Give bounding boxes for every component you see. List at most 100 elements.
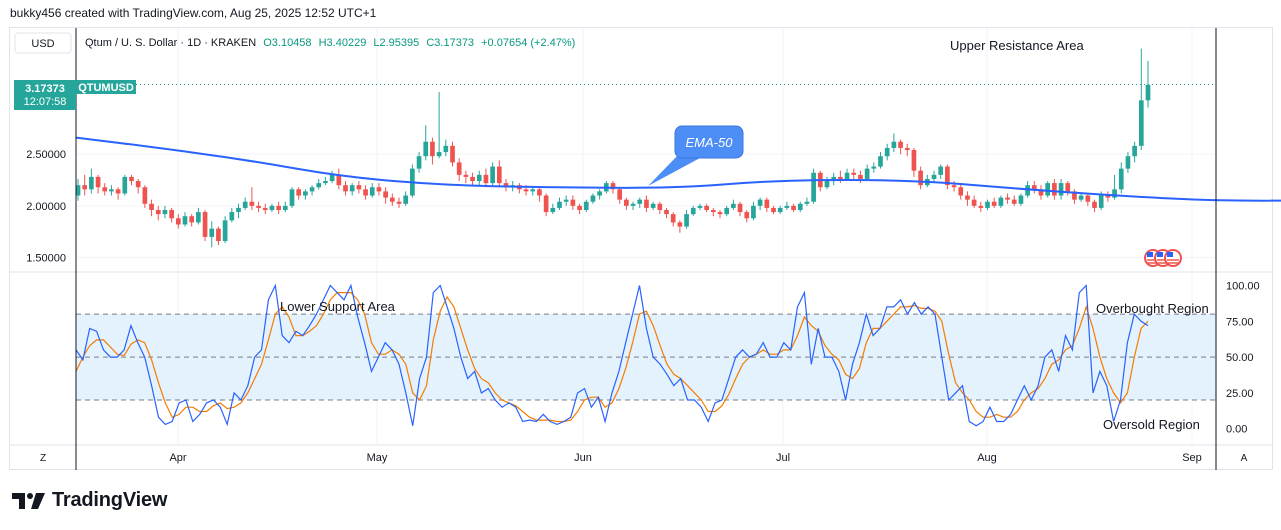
ohlc-open: O3.10458: [263, 37, 311, 49]
candle: [1038, 185, 1044, 200]
candle: [216, 226, 221, 246]
candle-body: [811, 172, 816, 202]
candle-body: [1118, 168, 1124, 190]
candle: [1045, 181, 1051, 198]
candle: [423, 125, 429, 161]
candle-body: [443, 145, 449, 153]
candle: [690, 205, 696, 217]
candle: [670, 212, 676, 227]
candle: [737, 201, 743, 217]
candle-body: [82, 185, 88, 190]
candle-body: [704, 205, 709, 210]
candle: [463, 170, 469, 184]
candle: [396, 197, 402, 208]
candle-body: [898, 141, 903, 148]
candlestick-series: [75, 48, 1151, 248]
time-tick-label: Jul: [776, 452, 790, 464]
stochastic-d-line: [75, 292, 1149, 423]
candle: [75, 178, 81, 201]
candle: [483, 168, 489, 188]
candle: [650, 201, 656, 210]
candle-body: [1132, 145, 1137, 157]
candle: [102, 183, 108, 196]
candle-body: [637, 199, 643, 204]
candle-body: [717, 212, 723, 215]
candle-body: [523, 189, 529, 192]
ohlc-close: C3.17373: [426, 37, 474, 49]
candle-body: [911, 150, 917, 171]
candle-body: [550, 207, 556, 213]
chart-frame: [9, 27, 1273, 470]
ohlc-low: L2.95395: [373, 37, 419, 49]
candle: [904, 143, 910, 157]
candle: [677, 220, 683, 233]
candle: [383, 187, 388, 204]
candle-body: [684, 214, 689, 227]
candle-body: [423, 141, 429, 157]
candle: [724, 205, 730, 217]
candle-body: [583, 201, 589, 210]
zoom-button-z[interactable]: Z: [40, 453, 46, 464]
candle: [436, 92, 442, 159]
candle: [410, 164, 415, 198]
price-badge-countdown: 12:07:58: [24, 96, 67, 108]
candle-body: [690, 207, 696, 215]
candle: [537, 187, 542, 202]
candle-body: [864, 168, 870, 179]
candle: [657, 201, 663, 215]
candle: [864, 164, 870, 182]
time-tick-label: May: [367, 452, 388, 464]
candle: [624, 197, 629, 210]
candle: [450, 141, 455, 167]
candle: [115, 187, 121, 200]
stochastic-tick-label: 75.00: [1226, 316, 1254, 328]
candle-body: [630, 203, 636, 206]
candle-body: [617, 189, 623, 200]
candle-body: [383, 191, 388, 198]
candle: [182, 212, 188, 227]
candle: [791, 203, 796, 213]
candle-body: [757, 199, 763, 206]
candle-body: [650, 203, 656, 208]
candle-body: [744, 212, 750, 219]
candle: [644, 195, 649, 213]
ticker-badge-label: QTUMUSD: [78, 82, 134, 94]
candle-body: [1125, 156, 1131, 169]
candle-body: [543, 195, 549, 213]
candle: [543, 193, 549, 217]
currency-button[interactable]: [14, 32, 72, 54]
us-flag-icon[interactable]: [1164, 249, 1182, 267]
candle-body: [570, 199, 576, 206]
candle-body: [884, 147, 890, 157]
candle: [135, 178, 141, 194]
candle: [898, 139, 903, 155]
candle-body: [309, 187, 315, 192]
candle-body: [289, 189, 295, 206]
candle: [971, 195, 977, 208]
candle-body: [577, 205, 582, 210]
candle-body: [610, 183, 616, 190]
candle: [617, 187, 623, 204]
candle: [804, 197, 810, 206]
candle: [1031, 181, 1037, 194]
candle-body: [396, 201, 402, 204]
candle-body: [918, 170, 923, 186]
candle-body: [336, 174, 342, 186]
time-tick-label: Aug: [977, 452, 997, 464]
price-badge-value: 3.17373: [25, 83, 65, 95]
tradingview-logo: TradingView: [12, 489, 167, 512]
candle-body: [483, 174, 489, 184]
overbought-label: Overbought Region: [1096, 301, 1209, 316]
candle: [490, 162, 495, 186]
price-tick-label: 2.00000: [26, 201, 66, 213]
candle: [155, 205, 161, 221]
candle: [1058, 178, 1064, 200]
candle: [349, 183, 355, 196]
candle: [142, 185, 148, 208]
candle-body: [590, 195, 596, 202]
candle: [196, 207, 201, 225]
candle-body: [129, 176, 134, 182]
candle-body: [771, 207, 776, 213]
auto-scale-button[interactable]: A: [1241, 453, 1248, 464]
